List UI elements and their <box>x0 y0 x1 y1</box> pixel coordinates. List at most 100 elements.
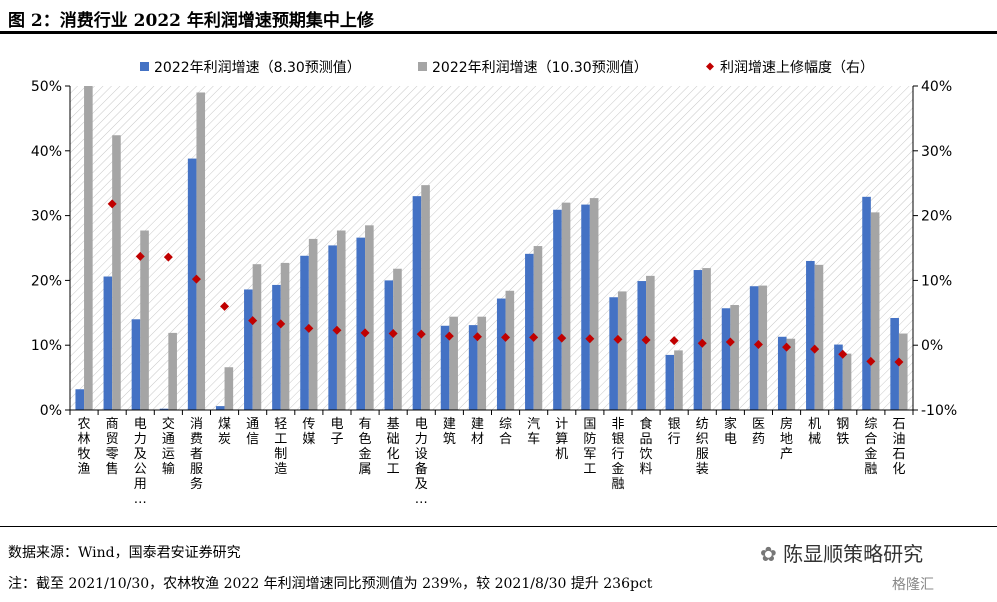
bar-830-18 <box>581 204 590 410</box>
marker-diamond-17 <box>557 333 567 343</box>
category-label-18: 国防军工 <box>583 417 596 477</box>
legend-830-swatch <box>140 62 149 71</box>
marker-diamond-12 <box>416 329 426 339</box>
bar-830-27 <box>834 344 843 410</box>
category-label-23: 家电 <box>724 416 737 447</box>
bar-1030-28 <box>870 212 880 410</box>
bar-830-0 <box>75 389 85 410</box>
marker-diamond-18 <box>585 334 595 344</box>
wechat-icon: ✿ <box>760 542 784 566</box>
marker-diamond-1 <box>107 199 117 209</box>
category-label-15: 综合 <box>499 417 512 447</box>
source-note: 数据来源：Wind，国泰君安证券研究 <box>8 545 241 561</box>
bar-830-29 <box>890 317 899 410</box>
bar-1030-22 <box>702 268 711 410</box>
y-right-ticklabel-3: 20% <box>921 209 952 225</box>
category-label-5: 煤炭 <box>218 417 231 447</box>
bar-1030-8 <box>308 238 318 410</box>
bar-1030-16 <box>533 246 543 410</box>
bar-1030-7 <box>280 262 290 410</box>
marker-diamond-6 <box>248 316 258 326</box>
bar-1030-2 <box>140 230 149 410</box>
marker-diamond-19 <box>613 334 623 344</box>
y-left-ticklabel-4: 40% <box>31 144 62 160</box>
bar-830-10 <box>356 237 366 410</box>
category-label-11: 基础化工 <box>387 417 400 477</box>
markers <box>107 199 904 367</box>
bar-1030-0 <box>84 86 93 410</box>
category-label-2: 电力及公用… <box>134 417 147 507</box>
marker-diamond-5 <box>220 301 230 311</box>
y-left-ticklabel-5: 50% <box>31 79 62 95</box>
chart: 2022年利润增速（8.30预测值） 2022年利润增速（10.30预测值） 利润增… <box>31 60 957 507</box>
bar-1030-11 <box>393 268 402 410</box>
bar-830-11 <box>384 280 394 410</box>
bar-1030-4 <box>196 92 206 411</box>
legend-1030-swatch <box>418 62 427 71</box>
bar-830-4 <box>187 158 197 410</box>
category-label-26: 机械 <box>808 417 821 447</box>
watermark-logo: 格隆汇 <box>892 577 934 593</box>
category-label-1: 商贸零售 <box>106 417 119 477</box>
bar-830-21 <box>665 354 675 410</box>
bar-830-23 <box>721 308 731 410</box>
category-label-27: 钢铁 <box>836 417 849 447</box>
legend-1030-label: 2022年利润增速（10.30预测值） <box>432 60 648 76</box>
watermark: ✿ 陈显顺策略研究 <box>760 542 924 566</box>
chart-title: 图 2：消费行业 2022 年利润增速预期集中上修 <box>8 11 374 31</box>
bar-830-1 <box>103 276 113 410</box>
category-label-25: 房地产 <box>780 416 793 462</box>
category-label-3: 交通运输 <box>162 416 175 477</box>
marker-diamond-8 <box>304 323 314 333</box>
y-right-ticklabel-2: 10% <box>921 273 952 289</box>
category-label-16: 汽车 <box>527 417 540 447</box>
bar-830-3 <box>159 408 169 410</box>
bar-830-16 <box>525 253 534 410</box>
marker-diamond-23 <box>725 337 735 347</box>
bar-1030-12 <box>421 185 430 410</box>
bar-1030-6 <box>252 264 262 410</box>
bar-830-5 <box>215 406 225 410</box>
marker-diamond-25 <box>782 342 792 352</box>
category-label-17: 计算机 <box>555 417 568 462</box>
bar-1030-1 <box>112 135 121 411</box>
bar-830-26 <box>806 260 815 410</box>
legend-830-label: 2022年利润增速（8.30预测值） <box>154 60 361 76</box>
marker-diamond-28 <box>866 356 876 366</box>
marker-diamond-16 <box>529 332 539 342</box>
y-right-ticklabel-1: 0% <box>921 338 943 354</box>
bar-1030-21 <box>674 350 683 410</box>
marker-diamond-15 <box>501 332 511 342</box>
category-label-21: 银行 <box>668 417 681 447</box>
plot-background <box>70 86 913 410</box>
bar-830-7 <box>272 284 281 410</box>
marker-diamond-22 <box>697 338 707 348</box>
category-label-22: 纺织服装 <box>696 417 709 477</box>
bar-1030-18 <box>589 198 599 410</box>
bar-1030-19 <box>617 291 627 410</box>
y-right-ticklabel-4: 30% <box>921 144 952 160</box>
bar-830-2 <box>131 319 141 410</box>
bar-1030-3 <box>168 332 177 410</box>
bar-830-15 <box>496 298 506 410</box>
y-right-ticklabel-0: -10% <box>921 403 957 419</box>
category-label-28: 综合金融 <box>864 417 877 477</box>
category-label-19: 非银行金融 <box>611 417 624 492</box>
bar-1030-27 <box>842 353 852 410</box>
bar-1030-5 <box>224 367 234 410</box>
category-label-6: 通信 <box>246 417 259 447</box>
marker-diamond-9 <box>332 325 342 335</box>
category-label-14: 建材 <box>471 417 484 447</box>
footer-rule <box>0 526 997 527</box>
bar-830-24 <box>749 286 759 410</box>
bar-830-9 <box>328 245 337 410</box>
marker-diamond-21 <box>669 336 679 346</box>
legend-revision-label: 利润增速上修幅度（右） <box>720 60 874 76</box>
marker-diamond-10 <box>360 328 370 338</box>
bar-1030-24 <box>758 285 768 410</box>
bar-1030-10 <box>365 225 374 410</box>
marker-diamond-14 <box>472 332 482 342</box>
bar-1030-20 <box>646 275 655 410</box>
marker-diamond-7 <box>276 319 286 329</box>
